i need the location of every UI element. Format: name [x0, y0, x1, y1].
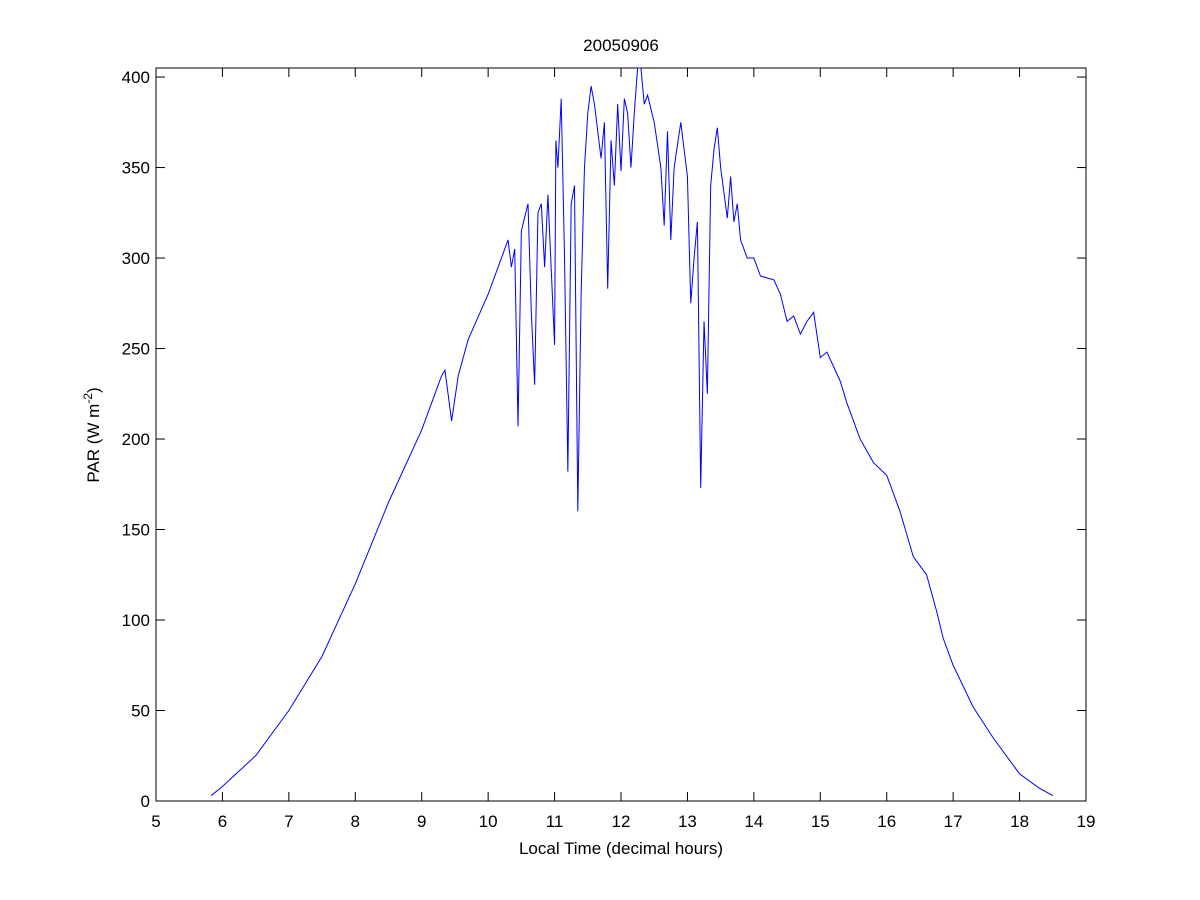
y-tick-label: 200	[122, 430, 150, 449]
y-axis-label: PAR (W m-2)	[81, 387, 103, 482]
x-tick-label: 17	[944, 812, 963, 831]
y-tick-label: 50	[131, 702, 150, 721]
x-tick-label: 18	[1010, 812, 1029, 831]
y-tick-label: 250	[122, 340, 150, 359]
x-tick-label: 14	[744, 812, 763, 831]
x-axis-label: Local Time (decimal hours)	[519, 839, 723, 858]
y-tick-label: 300	[122, 249, 150, 268]
y-tick-label: 400	[122, 68, 150, 87]
y-tick-label: 150	[122, 521, 150, 540]
y-tick-label: 100	[122, 611, 150, 630]
y-tick-label: 350	[122, 159, 150, 178]
x-tick-label: 10	[479, 812, 498, 831]
x-tick-label: 19	[1077, 812, 1096, 831]
y-label-close: )	[84, 387, 103, 393]
x-tick-label: 11	[546, 812, 564, 831]
x-tick-label: 7	[284, 812, 293, 831]
chart-title: 20050906	[583, 36, 659, 55]
x-tick-label: 15	[811, 812, 830, 831]
x-tick-label: 8	[351, 812, 360, 831]
x-tick-label: 12	[612, 812, 631, 831]
x-tick-label: 5	[151, 812, 160, 831]
x-tick-label: 16	[877, 812, 896, 831]
data-line	[210, 67, 1054, 797]
y-label-superscript: -2	[81, 393, 95, 404]
plot-area	[155, 67, 1087, 802]
x-tick-label: 9	[417, 812, 426, 831]
x-tick-label: 6	[218, 812, 227, 831]
x-tick-label: 13	[678, 812, 697, 831]
y-label-text: PAR (W m	[84, 404, 103, 483]
y-tick-label: 0	[141, 792, 150, 811]
